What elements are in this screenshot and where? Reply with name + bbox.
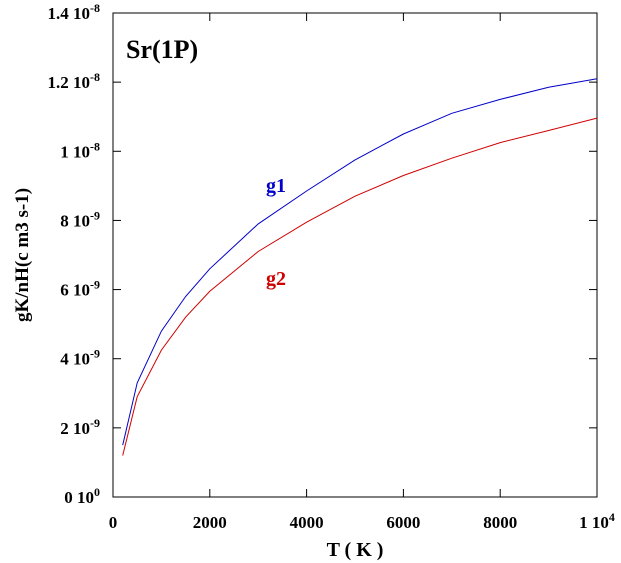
x-tick-label: 6000 — [386, 513, 420, 532]
annotation: g1 — [266, 175, 286, 197]
x-tick-label: 1 104 — [579, 510, 615, 532]
x-axis-label: T ( K ) — [327, 539, 384, 561]
chart-title: Sr(1P) — [126, 35, 198, 64]
series-line — [122, 78, 598, 446]
annotation: g2 — [266, 268, 286, 290]
y-tick-label: 4 10-9 — [60, 347, 100, 369]
x-tick-label: 4000 — [290, 513, 324, 532]
y-axis-label: gK/nH(c m3 s-1) — [12, 188, 33, 322]
y-tick-label: 1.4 10-8 — [48, 1, 101, 23]
y-tick-label: 2 10-9 — [60, 416, 100, 438]
y-tick-label: 0 100 — [64, 485, 100, 507]
x-tick-label: 2000 — [193, 513, 227, 532]
y-tick-label: 1.2 10-8 — [48, 70, 101, 92]
y-tick-label: 6 10-9 — [60, 278, 100, 300]
x-tick-label: 8000 — [483, 513, 517, 532]
series-line — [122, 117, 598, 456]
x-tick-label: 0 — [109, 513, 118, 532]
y-tick-label: 8 10-9 — [60, 208, 100, 230]
y-tick-label: 1 10-8 — [60, 139, 100, 161]
plot-frame — [112, 12, 598, 498]
